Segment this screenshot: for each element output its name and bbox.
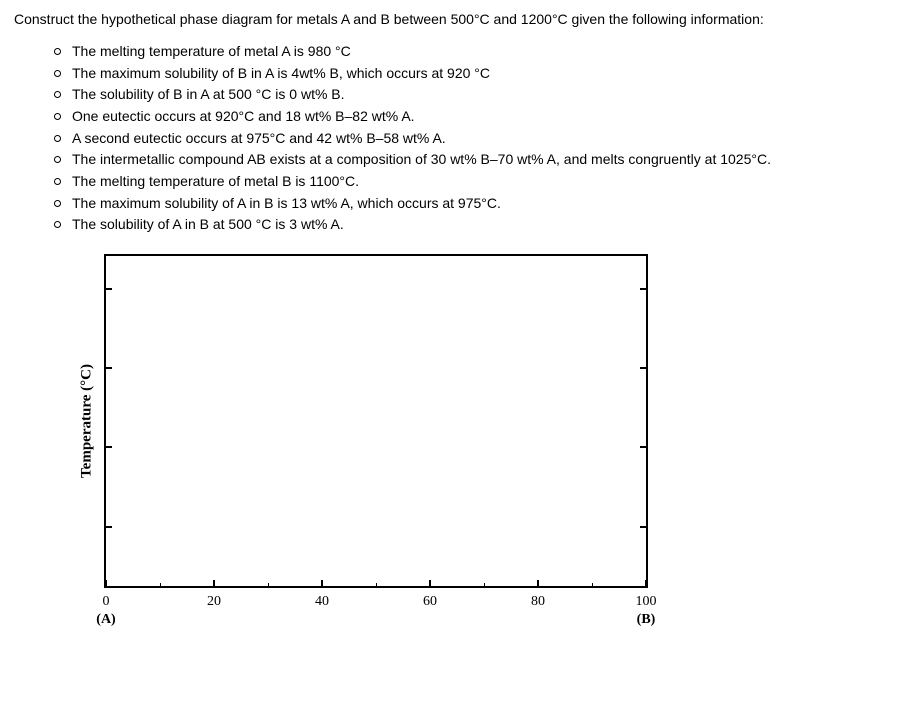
bullet-text: The maximum solubility of B in A is 4wt%… (72, 65, 474, 81)
y-tick (104, 446, 112, 448)
x-tick (537, 580, 539, 588)
bullet-text: The intermetallic compound AB exists at … (72, 151, 771, 167)
x-end-label-a: (A) (96, 612, 115, 628)
x-tick-minor (592, 583, 593, 588)
x-tick (213, 580, 215, 588)
bullet-text: The solubility of A in B at 500 (72, 216, 256, 232)
x-tick-label: 0 (103, 594, 110, 610)
info-bullet: The solubility of A in B at 500 °C is 3 … (54, 214, 903, 236)
y-tick (640, 446, 648, 448)
x-tick-label: 100 (636, 594, 657, 610)
bullet-text: is 0 wt% B. (271, 86, 344, 102)
x-tick (429, 580, 431, 588)
info-bullet-list: The melting temperature of metal A is 98… (14, 41, 903, 236)
x-tick-label: 60 (423, 594, 437, 610)
info-bullet: The solubility of B in A at 500 °C is 0 … (54, 84, 903, 106)
y-tick (640, 288, 648, 290)
x-tick-minor (160, 583, 161, 588)
x-tick-label: 80 (531, 594, 545, 610)
bullet-text: The solubility of B in A at 500 (72, 86, 256, 102)
phase-diagram-chart: Temperature (°C) 020406080100(A)(B) (74, 254, 674, 588)
x-tick (645, 580, 647, 588)
info-bullet: A second eutectic occurs at 975°C and 42… (54, 128, 903, 150)
x-tick-minor (376, 583, 377, 588)
bullet-text: A second eutectic occurs at 975°C and 42… (72, 130, 446, 146)
x-tick (321, 580, 323, 588)
plot-area: 020406080100(A)(B) (104, 254, 648, 588)
info-bullet: The melting temperature of metal A is 98… (54, 41, 903, 63)
x-end-label-b: (B) (637, 612, 656, 628)
info-bullet: One eutectic occurs at 920°C and 18 wt% … (54, 106, 903, 128)
question-prompt: Construct the hypothetical phase diagram… (14, 10, 903, 29)
x-tick-label: 20 (207, 594, 221, 610)
bullet-text: One eutectic occurs at 920°C and 18 wt% … (72, 108, 415, 124)
x-tick-label: 40 (315, 594, 329, 610)
degree-unit: °C (335, 43, 351, 59)
y-tick (640, 367, 648, 369)
bullet-text: is 3 wt% A. (271, 216, 343, 232)
degree-unit: °C (474, 65, 490, 81)
bullet-text: The melting temperature of metal A is 98… (72, 43, 335, 59)
y-tick (104, 367, 112, 369)
y-tick (640, 526, 648, 528)
info-bullet: The maximum solubility of A in B is 13 w… (54, 193, 903, 215)
y-tick (104, 288, 112, 290)
info-bullet: The maximum solubility of B in A is 4wt%… (54, 63, 903, 85)
bullet-text: The maximum solubility of A in B is 13 w… (72, 195, 501, 211)
degree-unit: °C (256, 216, 272, 232)
y-axis-label: Temperature (°C) (78, 364, 95, 478)
y-tick (104, 526, 112, 528)
x-tick-minor (484, 583, 485, 588)
degree-unit: °C (256, 86, 272, 102)
bullet-text: The melting temperature of metal B is 11… (72, 173, 359, 189)
x-tick-minor (268, 583, 269, 588)
x-tick (105, 580, 107, 588)
info-bullet: The melting temperature of metal B is 11… (54, 171, 903, 193)
info-bullet: The intermetallic compound AB exists at … (54, 149, 903, 171)
